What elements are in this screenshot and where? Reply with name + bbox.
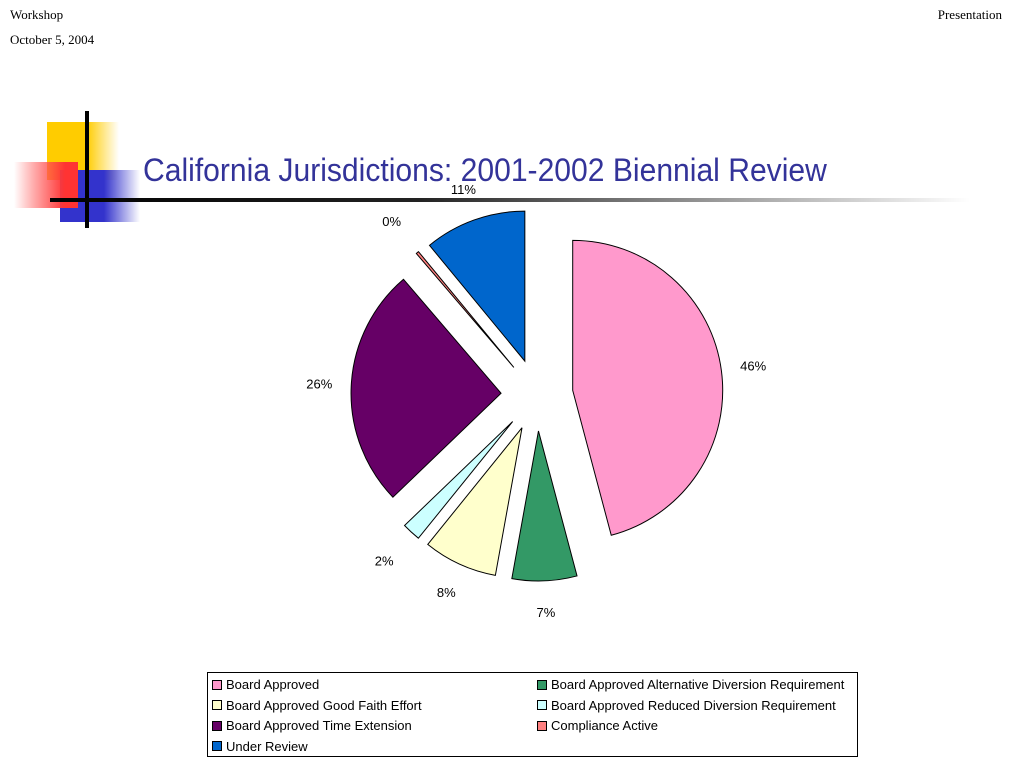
legend-swatch-2: [212, 700, 222, 711]
legend-item-6: Under Review: [212, 739, 308, 754]
legend-label-5: Compliance Active: [551, 718, 658, 733]
legend-swatch-4: [212, 720, 222, 731]
legend-swatch-1: [537, 679, 547, 690]
pie-slice-label-6: 11%: [451, 182, 476, 197]
legend-label-4: Board Approved Time Extension: [226, 718, 412, 733]
legend-label-0: Board Approved: [226, 677, 320, 692]
pie-slice-1: [511, 430, 578, 582]
logo-vertical-line: [85, 111, 89, 228]
pie-chart: 46% 7% 8% 2% 26% 0% 11%: [306, 182, 766, 620]
legend-item-0: Board Approved: [212, 677, 319, 692]
pie-slice-label-0: 46%: [740, 359, 766, 374]
header-date: October 5, 2004: [10, 32, 95, 47]
legend-swatch-5: [537, 720, 547, 731]
legend-item-4: Board Approved Time Extension: [212, 718, 412, 733]
pie-slice-3: [403, 421, 514, 539]
legend-label-1: Board Approved Alternative Diversion Req…: [551, 677, 845, 692]
legend-item-5: Compliance Active: [537, 718, 658, 733]
pie-slice-label-3: 2%: [375, 554, 394, 569]
legend-swatch-3: [537, 700, 547, 711]
pie-slice-label-4: 26%: [306, 376, 332, 391]
header-right-text: Presentation: [937, 7, 1002, 22]
pie-slice-0: [572, 239, 724, 536]
legend-label-6: Under Review: [226, 738, 308, 754]
pie-slice-4: [350, 278, 502, 498]
title-rule: [50, 198, 970, 202]
legend-label-3: Board Approved Reduced Diversion Require…: [551, 697, 836, 713]
pie-slice-5: [415, 250, 515, 368]
legend-item-2: Board Approved Good Faith Effort: [212, 698, 422, 713]
legend-item-1: Board Approved Alternative Diversion Req…: [537, 677, 844, 692]
pie-slice-6: [428, 210, 526, 363]
pie-slice-label-5: 0%: [382, 214, 401, 229]
pie-slice-2: [427, 427, 523, 576]
chart-legend: Board Approved Board Approved Alternative…: [207, 672, 858, 757]
legend-swatch-6: [212, 741, 222, 752]
header-left-text: Workshop: [10, 7, 64, 22]
pie-slice-label-2: 8%: [437, 585, 456, 600]
slide-title: California Jurisdictions: 2001-2002 Bien…: [143, 152, 827, 188]
pie-slice-label-1: 7%: [537, 605, 556, 620]
legend-swatch-0: [212, 679, 222, 690]
legend-item-3: Board Approved Reduced Diversion Require…: [537, 698, 836, 713]
legend-label-2: Board Approved Good Faith Effort: [226, 697, 422, 713]
